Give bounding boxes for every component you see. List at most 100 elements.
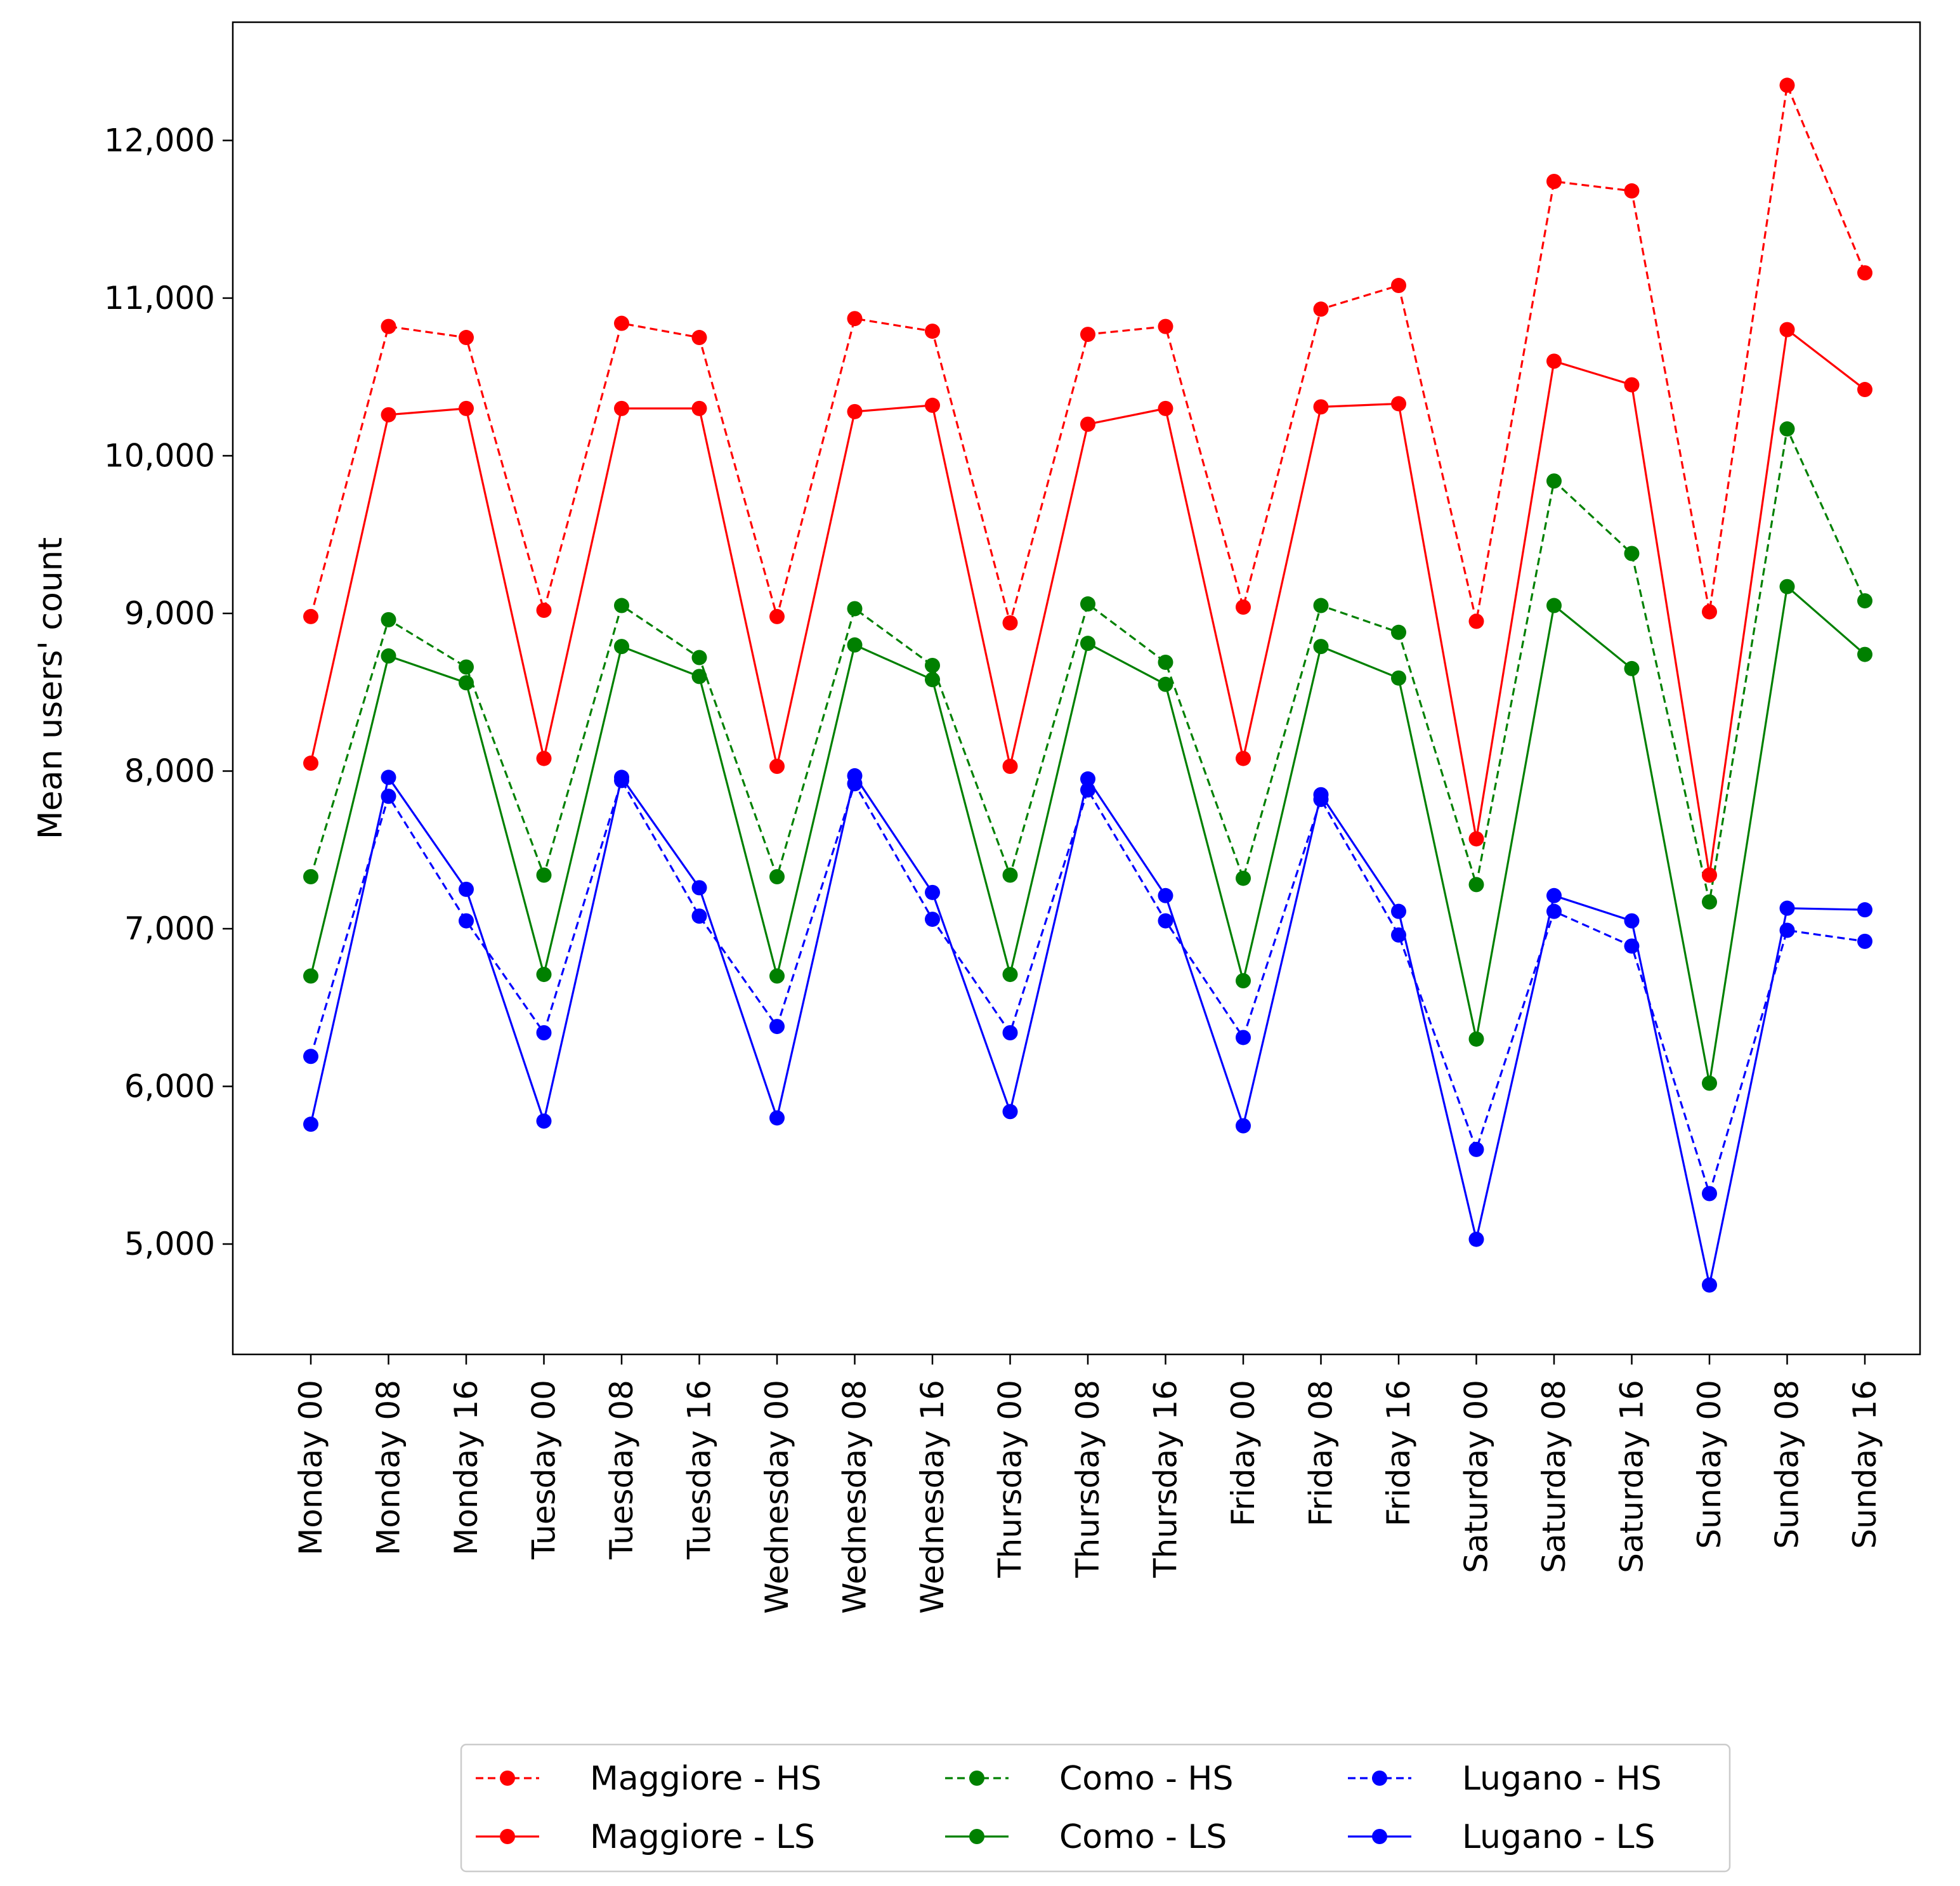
x-tick-label: Sunday 08 (1769, 1380, 1806, 1549)
data-point (1624, 183, 1640, 199)
data-point (459, 913, 474, 929)
data-point (381, 769, 396, 785)
data-point (1468, 1031, 1484, 1047)
data-point (1002, 1104, 1018, 1120)
data-point (614, 598, 629, 613)
series-lugano-ls (303, 768, 1872, 1293)
data-point (925, 912, 940, 927)
data-point (1702, 867, 1717, 883)
data-point (614, 639, 629, 655)
data-point (1624, 377, 1640, 393)
data-point (1236, 1030, 1251, 1045)
x-tick-label: Friday 00 (1225, 1380, 1262, 1526)
x-tick-label: Friday 08 (1303, 1380, 1340, 1526)
data-point (536, 750, 552, 766)
data-point (303, 868, 318, 884)
data-point (1236, 750, 1251, 766)
data-point (1002, 759, 1018, 775)
data-point (1002, 615, 1018, 631)
data-point (1857, 265, 1872, 281)
data-point (1002, 967, 1018, 983)
data-point (303, 756, 318, 771)
data-point (847, 637, 863, 653)
data-point (769, 1019, 785, 1035)
x-tick-label: Sunday 16 (1846, 1380, 1883, 1549)
data-point (847, 403, 863, 419)
data-point (1468, 613, 1484, 629)
data-point (1546, 598, 1562, 613)
x-tick-label: Wednesday 08 (837, 1380, 873, 1614)
data-point (1158, 887, 1173, 903)
data-point (925, 397, 940, 413)
data-point (536, 602, 552, 618)
data-point (847, 601, 863, 617)
data-point (1857, 933, 1872, 949)
data-point (1158, 654, 1173, 670)
data-point (1002, 1025, 1018, 1041)
data-point (925, 884, 940, 900)
data-point (1158, 318, 1173, 334)
data-point (847, 311, 863, 327)
data-point (1080, 327, 1095, 343)
data-point (459, 675, 474, 691)
data-point (303, 608, 318, 624)
data-point (691, 880, 707, 896)
data-point (1080, 636, 1095, 652)
data-point (381, 648, 396, 664)
data-point (1236, 1118, 1251, 1134)
x-tick-label: Saturday 16 (1614, 1380, 1650, 1573)
series-como-ls (303, 579, 1872, 1091)
data-point (1546, 353, 1562, 369)
data-point (769, 868, 785, 884)
data-point (925, 672, 940, 688)
data-point (691, 400, 707, 416)
data-point (536, 1113, 552, 1129)
data-point (1313, 399, 1329, 415)
data-point (1624, 546, 1640, 561)
x-tick-label: Thursday 16 (1147, 1380, 1184, 1578)
data-point (1546, 174, 1562, 190)
data-point (1468, 1141, 1484, 1157)
data-point (769, 608, 785, 624)
x-tick-label: Thursday 08 (1069, 1380, 1106, 1578)
data-point (381, 318, 396, 334)
data-point (1624, 660, 1640, 676)
data-point (1546, 473, 1562, 489)
data-point (459, 400, 474, 416)
data-point (1702, 1277, 1717, 1293)
data-point (1857, 902, 1872, 918)
data-point (1391, 624, 1406, 640)
x-tick-label: Thursday 00 (992, 1380, 1029, 1578)
legend-marker (1372, 1829, 1387, 1844)
x-tick-label: Tuesday 16 (681, 1380, 718, 1560)
data-point (459, 881, 474, 897)
data-point (1158, 676, 1173, 692)
x-tick-label: Saturday 00 (1458, 1380, 1495, 1573)
data-point (769, 968, 785, 984)
y-tick-label: 11,000 (104, 280, 215, 317)
data-point (1779, 579, 1795, 594)
series-line (310, 779, 1865, 1195)
legend-label: Lugano - HS (1462, 1760, 1662, 1798)
x-tick-label: Wednesday 16 (914, 1380, 951, 1614)
data-point (1313, 301, 1329, 317)
x-tick-label: Tuesday 00 (526, 1380, 563, 1560)
series-maggiore-ls (303, 322, 1872, 883)
data-point (1236, 599, 1251, 615)
data-point (381, 612, 396, 627)
data-point (614, 400, 629, 416)
legend-label: Lugano - LS (1462, 1818, 1655, 1856)
data-point (381, 407, 396, 422)
data-point (925, 324, 940, 339)
legend-marker (969, 1829, 984, 1844)
series-como-hs (303, 421, 1872, 910)
data-point (1080, 596, 1095, 612)
x-axis: Monday 00 Monday 08 Monday 16 Tuesday 00 Tue… (292, 1354, 1883, 1614)
x-tick-label: Sunday 00 (1691, 1380, 1728, 1549)
y-tick-label: 12,000 (104, 122, 215, 159)
x-tick-label: Wednesday 00 (759, 1380, 795, 1614)
data-point (691, 650, 707, 665)
x-tick-label: Saturday 08 (1536, 1380, 1572, 1573)
